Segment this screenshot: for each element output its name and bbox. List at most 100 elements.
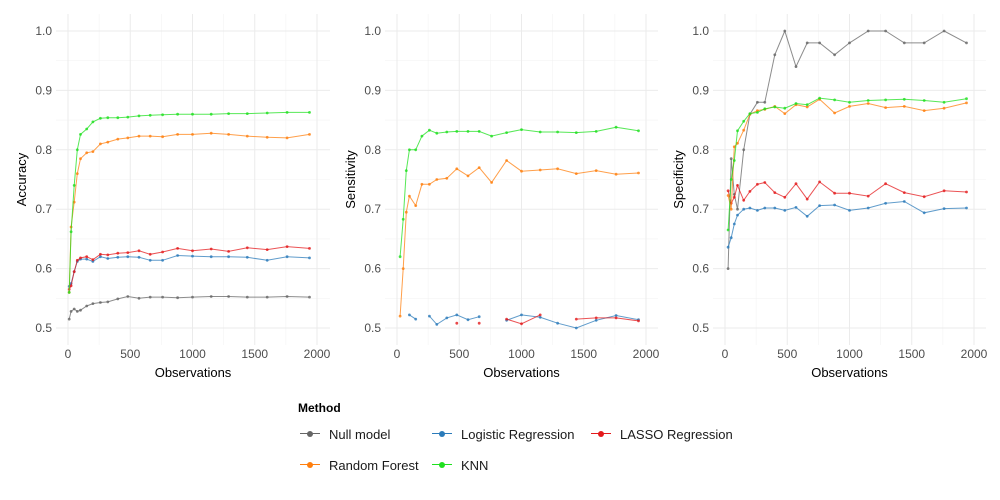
data-point-logistic-regression: [520, 313, 523, 317]
data-point-logistic-regression: [902, 200, 906, 203]
data-point-lasso-regression: [227, 250, 231, 253]
data-point-knn: [556, 130, 559, 134]
data-point-random-forest: [420, 182, 424, 186]
data-point-knn: [116, 116, 120, 120]
panel-sensitivity: 0.5 0.6 0.7 0.8 0.9 1.0 0 500 1000 1500 2000 Observ…: [343, 14, 660, 380]
y-tick-label: 0.8: [35, 143, 52, 157]
data-point-lasso-regression: [614, 316, 618, 320]
series-lasso-regression: [726, 180, 968, 205]
data-point-lasso-regression: [748, 190, 752, 193]
legend-item-knn: KNN: [430, 455, 488, 475]
legend-item-lasso-regression: LASSO Regression: [589, 424, 733, 444]
data-point-knn: [732, 159, 736, 162]
data-point-knn: [414, 148, 418, 152]
data-point-logistic-regression: [161, 258, 165, 262]
x-tick-label: 0: [394, 347, 401, 361]
series-line-lasso-regression: [576, 317, 639, 322]
data-point-knn: [726, 228, 730, 232]
data-point-lasso-regression: [161, 250, 165, 254]
data-point-lasso-regression: [72, 270, 76, 273]
data-point-random-forest: [726, 194, 730, 197]
data-point-null-model: [209, 295, 213, 298]
data-point-random-forest: [455, 167, 459, 171]
series-line-knn: [727, 97, 967, 231]
x-tick-label: 2000: [633, 347, 660, 361]
data-point-knn: [420, 134, 424, 138]
x-tick-label: 500: [777, 347, 797, 361]
data-point-knn: [805, 103, 809, 107]
data-point-knn: [265, 111, 269, 115]
data-point-null-model: [176, 296, 180, 300]
data-point-logistic-regression: [866, 206, 870, 210]
data-point-logistic-regression: [126, 255, 130, 259]
data-point-null-model: [79, 308, 82, 312]
data-point-logistic-regression: [942, 207, 946, 211]
y-tick-label: 0.5: [35, 321, 52, 335]
data-point-knn: [85, 127, 89, 131]
data-point-lasso-regression: [148, 252, 152, 256]
y-axis-title: Sensitivity: [343, 150, 358, 209]
data-point-null-model: [729, 157, 733, 161]
data-point-random-forest: [833, 111, 836, 115]
legend-label-knn: KNN: [461, 457, 489, 473]
data-point-lasso-regression: [794, 182, 798, 186]
data-point-random-forest: [116, 137, 120, 141]
legend-dot-null-model: [307, 431, 313, 437]
data-point-logistic-regression: [794, 206, 798, 209]
data-point-logistic-regression: [116, 255, 120, 259]
data-point-logistic-regression: [538, 315, 542, 319]
series-logistic-regression: [408, 313, 640, 330]
series-lasso-regression: [67, 245, 311, 291]
data-point-logistic-regression: [191, 254, 194, 258]
data-point-knn: [245, 112, 249, 115]
data-point-knn: [137, 114, 141, 118]
data-point-lasso-regression: [176, 247, 180, 250]
data-point-null-model: [265, 295, 269, 299]
x-axis-title: Observations: [811, 365, 888, 380]
data-point-null-model: [227, 295, 231, 298]
data-point-null-model: [922, 41, 926, 45]
data-point-lasso-regression: [137, 249, 141, 253]
data-point-lasso-regression: [285, 245, 289, 249]
x-tick-label: 2000: [961, 347, 988, 361]
data-point-random-forest: [490, 181, 493, 184]
data-point-lasso-regression: [965, 190, 968, 194]
data-point-null-model: [726, 267, 730, 270]
data-point-null-model: [742, 148, 746, 152]
x-tick-label: 1000: [179, 347, 206, 361]
data-point-logistic-regression: [574, 326, 578, 330]
data-point-knn: [398, 255, 402, 259]
data-point-logistic-regression: [736, 213, 739, 217]
series-lasso-regression: [455, 313, 640, 326]
data-point-null-model: [773, 53, 777, 57]
data-point-logistic-regression: [818, 204, 821, 208]
data-point-random-forest: [505, 159, 508, 162]
data-point-random-forest: [79, 157, 82, 161]
series-line-logistic-regression: [506, 314, 639, 329]
data-point-lasso-regression: [477, 321, 481, 325]
data-point-logistic-regression: [477, 315, 481, 319]
legend-label-lasso-regression: LASSO Regression: [620, 426, 733, 442]
data-point-knn: [79, 133, 82, 136]
data-point-logistic-regression: [922, 211, 926, 215]
y-tick-label: 0.9: [364, 83, 381, 97]
legend-key-null-model: [298, 424, 322, 444]
data-point-logistic-regression: [748, 206, 752, 210]
data-point-logistic-regression: [742, 207, 746, 211]
x-tick-label: 500: [449, 347, 469, 361]
data-point-knn: [106, 116, 110, 120]
data-point-lasso-regression: [726, 189, 730, 193]
data-point-null-model: [805, 41, 809, 45]
data-point-random-forest: [398, 314, 402, 318]
data-point-random-forest: [805, 105, 809, 109]
data-point-random-forest: [137, 134, 141, 138]
legend-label-null-model: Null model: [329, 426, 391, 442]
data-point-logistic-regression: [137, 255, 141, 259]
data-point-random-forest: [922, 109, 926, 112]
legend-item-logistic-regression: Logistic Regression: [430, 424, 574, 444]
data-point-null-model: [137, 296, 141, 300]
data-point-lasso-regression: [308, 247, 311, 250]
data-point-knn: [466, 130, 470, 133]
legend-key-knn: [430, 455, 454, 475]
data-point-random-forest: [736, 141, 739, 145]
